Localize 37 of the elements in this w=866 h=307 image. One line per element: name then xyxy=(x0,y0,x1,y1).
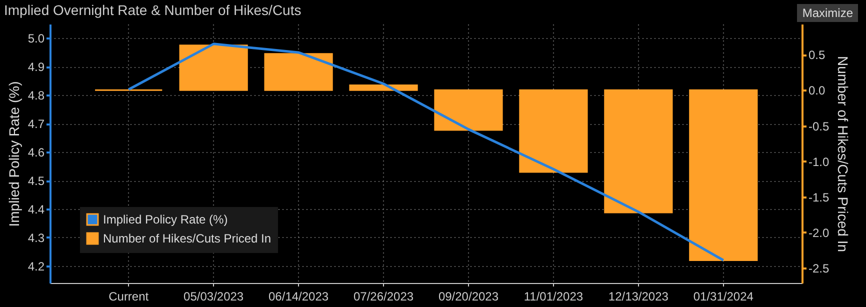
x-tick-label: 06/14/2023 xyxy=(268,290,329,304)
y-tick-label: 4.5 xyxy=(28,174,45,188)
y-tick-label: 4.2 xyxy=(28,259,45,274)
y2-tick-label: -2.0 xyxy=(808,226,830,240)
bar xyxy=(604,89,673,214)
bar xyxy=(179,44,248,91)
y2-tick-label: -1.0 xyxy=(808,154,830,169)
x-tick-label: Current xyxy=(108,290,150,304)
chart-title: Implied Overnight Rate & Number of Hikes/Cuts xyxy=(4,2,302,18)
y-tick-label: 4.6 xyxy=(28,146,45,160)
x-tick-label: 05/03/2023 xyxy=(184,290,244,304)
y2-tick-label: -2.5 xyxy=(808,262,830,276)
y2-tick-label: 0.5 xyxy=(808,48,826,62)
bar xyxy=(519,89,588,173)
x-tick-label: 07/26/2023 xyxy=(353,290,414,304)
x-tick-label: 11/01/2023 xyxy=(524,290,584,304)
x-tick-label: 09/20/2023 xyxy=(438,290,499,304)
bar xyxy=(264,53,333,91)
text: Maximize xyxy=(797,4,858,22)
y-tick-label: 4.4 xyxy=(28,202,45,216)
y-axis-title: Implied Policy Rate (%) xyxy=(6,81,22,227)
y-tick-label: 4.8 xyxy=(28,88,45,103)
legend-label: Number of Hikes/Cuts Priced In xyxy=(103,232,272,246)
y2-axis-title: Number of Hikes/Cuts Priced In xyxy=(835,56,852,252)
y-tick-label: 4.7 xyxy=(28,117,45,132)
bar xyxy=(349,84,418,91)
y2-tick-label: -1.5 xyxy=(808,190,830,204)
bar xyxy=(689,89,758,261)
y-tick-label: 5.0 xyxy=(28,32,45,46)
legend-label: Implied Policy Rate (%) xyxy=(103,212,228,226)
x-tick-label: 12/13/2023 xyxy=(608,290,669,304)
y2-tick-label: -0.5 xyxy=(808,119,830,134)
bar xyxy=(434,89,503,131)
y-tick-label: 4.3 xyxy=(28,230,45,245)
x-tick-label: 01/31/2024 xyxy=(693,290,754,304)
y2-tick-label: 0.0 xyxy=(808,84,826,98)
y-tick-label: 4.9 xyxy=(28,60,45,74)
